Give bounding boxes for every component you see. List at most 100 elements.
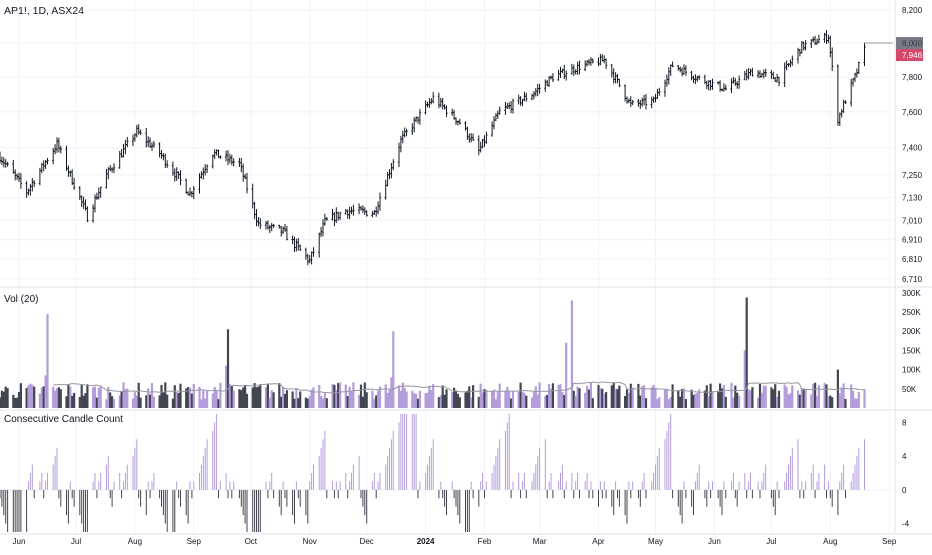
volume-bar [375,395,378,408]
ohlc-bar [0,151,2,164]
volume-bar [403,387,406,408]
volume-bar [612,382,615,408]
time-tick-label: Jun [13,537,26,546]
time-tick-label: Dec [360,537,374,546]
ohlc-bar [359,205,363,211]
ohlc-bar [466,126,469,140]
volume-bar [257,386,260,408]
volume-bar [283,393,287,408]
ohlc-bar [698,75,701,81]
volume-bar [757,397,760,408]
ohlc-bar [625,96,629,104]
volume-bar [190,393,193,408]
volume-bar [722,384,725,408]
volume-bar [268,397,271,408]
ohlc-bar [838,112,841,127]
ohlc-bar [19,173,23,189]
ohlc-bar [538,83,541,94]
ccc-tick-label: -4 [902,520,910,529]
volume-bar [46,313,49,408]
volume-bar [852,390,855,408]
volume-bar [166,394,169,408]
volume-bar [572,390,575,408]
ohlc-bar [255,209,258,227]
ohlc-bar [105,168,108,189]
ohlc-bar [589,57,593,66]
volume-bar [321,398,325,408]
ohlc-bar [205,164,209,174]
volume-bar [827,396,830,408]
volume-bar [709,383,712,408]
volume-bar [760,392,763,408]
volume-bar [371,390,374,408]
volume-bar [350,390,353,408]
volume-bar [352,382,355,408]
volume-bar [259,385,262,408]
ohlc-bar [831,47,834,71]
ohlc-bar [707,80,710,91]
volume-bar [198,386,201,408]
volume-bar [468,386,471,408]
ohlc-bar [525,92,528,102]
volume-bar [663,389,667,408]
volume-bar [14,397,17,408]
volume-bar [530,397,534,408]
ohlc-bar [69,170,72,177]
volume-bar [536,394,539,408]
volume-bar [456,393,459,408]
volume-bar [95,397,98,408]
time-tick-label: Jul [766,537,776,546]
volume-bar [428,385,431,408]
ohlc-bar [623,84,627,102]
ohlc-bar [471,133,475,142]
ohlc-bar [133,132,137,142]
volume-bar [415,393,418,408]
volume-bar [629,383,632,408]
volume-bar [147,388,150,408]
volume-bar [318,384,321,408]
ohlc-bar [160,150,163,159]
volume-bar [397,385,401,408]
volume-bar [280,396,283,408]
volume-bar [285,390,288,408]
ohlc-bar [158,142,161,158]
volume-bar [787,394,790,408]
volume-bar [139,397,142,408]
volume-bar [777,390,781,408]
ohlc-bar [532,91,536,100]
ohlc-bar [270,222,273,232]
ohlc-bar [578,60,581,75]
price-tick-label: 8,000 [902,39,923,48]
volume-bar [304,397,307,408]
volume-bar [211,393,214,408]
volume-bar [291,391,294,408]
ohlc-bar [126,136,129,148]
last-price-tag [896,37,923,50]
ohlc-bar [836,64,840,126]
volume-bar [185,388,188,408]
volume-bar [464,392,467,408]
ohlc-bar [280,225,283,237]
volume-bar [105,399,108,408]
volume-bar [245,393,249,408]
volume-bar [308,396,311,408]
volume-bar [251,387,254,408]
volume-bar [299,391,302,408]
ohlc-bar [29,184,32,196]
volume-bar [242,387,245,408]
volume-bar [358,395,361,408]
volume-bar [111,396,114,408]
volume-bar [331,383,334,408]
volume-bar [587,389,591,408]
volume-bar [335,389,338,408]
volume-tick-label: 250K [902,308,921,317]
volume-bar [853,398,857,408]
volume-bar [401,382,404,408]
ohlc-bar [363,207,366,215]
ohlc-bar [584,60,587,71]
volume-bar [654,387,657,408]
ohlc-bar [498,106,501,115]
ohlc-bar [304,247,308,260]
